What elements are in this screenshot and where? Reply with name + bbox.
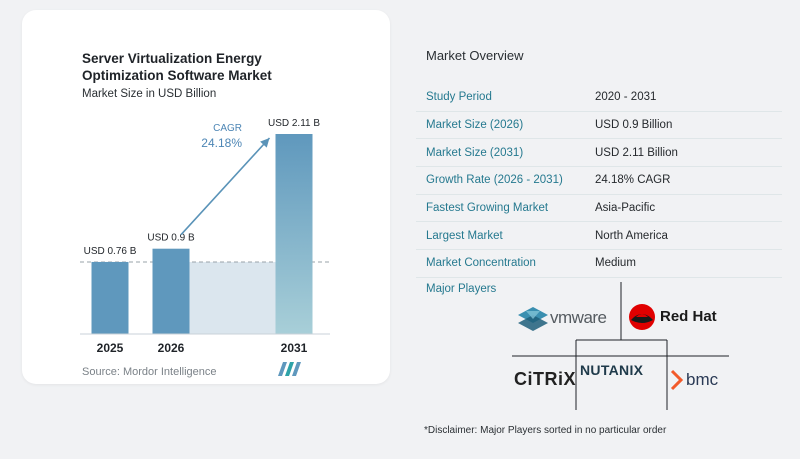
overview-row: Fastest Growing Market Asia-Pacific (416, 195, 782, 223)
chart-subtitle: Market Size in USD Billion (82, 88, 217, 100)
category-label-2026: 2026 (158, 341, 185, 355)
cagr-value: 24.18% (201, 136, 242, 150)
overview-key: Growth Rate (2026 - 2031) (426, 174, 563, 187)
cagr-arrow-line (180, 137, 271, 236)
citrix-logo-text: CiTRiX (514, 369, 577, 389)
overview-value: 2020 - 2031 (595, 91, 657, 104)
overview-value: North America (595, 229, 668, 242)
cagr-label: CAGR (213, 123, 242, 134)
chart-title: Server Virtualization Energy Optimizatio… (82, 51, 272, 83)
overview-value: USD 2.11 Billion (595, 146, 678, 159)
overview-title: Market Overview (426, 48, 524, 63)
overview-value: Asia-Pacific (595, 202, 656, 215)
nutanix-logo-text: NUTANIX (580, 362, 644, 378)
redhat-icon (629, 304, 655, 330)
overview-row: Study Period 2020 - 2031 (416, 84, 782, 112)
vmware-logo-text: vmware (550, 308, 607, 327)
overview-key: Market Concentration (426, 257, 536, 270)
bar-2026 (152, 248, 190, 334)
bar-2031 (275, 134, 313, 334)
redhat-logo-text: Red Hat (660, 308, 717, 325)
overview-table: Study Period 2020 - 2031 Market Size (20… (416, 84, 782, 278)
major-players-title: Major Players (426, 283, 497, 295)
overview-row: Largest Market North America (416, 222, 782, 251)
overview-value: Medium (595, 257, 636, 270)
mordor-logo-icon (278, 362, 301, 376)
data-label-2025: USD 0.76 B (84, 246, 137, 257)
growth-band (189, 261, 276, 334)
overview-row: Market Size (2026) USD 0.9 Billion (416, 112, 782, 140)
bar-2025 (91, 261, 129, 334)
overview-key: Largest Market (426, 229, 503, 242)
bmc-icon (670, 369, 684, 391)
overview-value: 24.18% CAGR (595, 174, 671, 187)
overview-row: Market Size (2031) USD 2.11 Billion (416, 139, 782, 168)
vmware-icon (518, 307, 548, 331)
data-label-2031: USD 2.11 B (268, 118, 320, 129)
data-label-2026: USD 0.9 B (147, 233, 195, 244)
category-label-2031: 2031 (281, 341, 308, 355)
source-note: Source: Mordor Intelligence (82, 366, 217, 378)
overview-key: Fastest Growing Market (426, 202, 549, 215)
overview-value: USD 0.9 Billion (595, 119, 673, 132)
overview-key: Study Period (426, 91, 492, 104)
overview-key: Market Size (2031) (426, 146, 524, 159)
cagr-arrow-head (260, 138, 270, 148)
overview-key: Market Size (2026) (426, 119, 524, 132)
bar-chart: USD 0.76 B 2025 USD 0.9 B 2026 USD 2.11 B 203… (80, 118, 330, 355)
overview-row: Market Concentration Medium (416, 250, 782, 278)
disclaimer: *Disclaimer: Major Players sorted in no … (424, 425, 667, 436)
overview-row: Growth Rate (2026 - 2031) 24.18% CAGR (416, 167, 782, 195)
bmc-logo-text: bmc (686, 370, 719, 389)
category-label-2025: 2025 (97, 341, 124, 355)
